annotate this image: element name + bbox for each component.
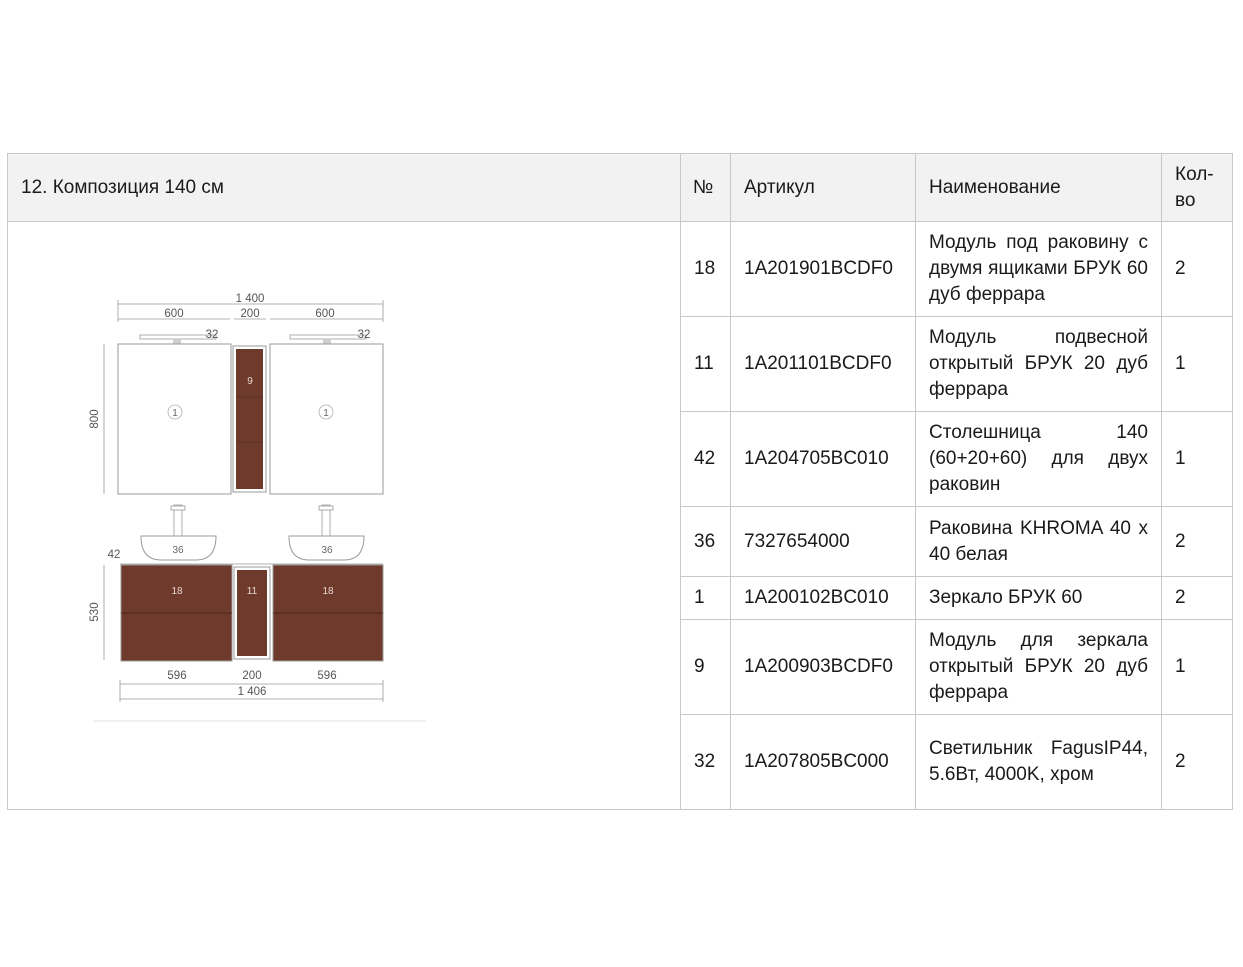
row-qty: 2	[1161, 713, 1233, 811]
row-name: Модуль для зеркала открытый БРУК 20 дуб …	[915, 618, 1162, 715]
mark-shelf-top: 9	[247, 376, 253, 387]
dim-mirror-left: 600	[164, 308, 183, 320]
furniture-drawing: 1 400 600 200 600 32 32 800 42 530 596 2…	[89, 293, 426, 722]
row-number: 9	[680, 618, 731, 715]
mark-base-right: 18	[322, 586, 334, 597]
sink-right-shape	[288, 535, 365, 561]
table-row: 1 400 600 200 600 32 32 800 42 530 596 2…	[7, 220, 1233, 810]
dim-shelf-top: 200	[240, 308, 259, 320]
composition-title: 12. Композиция 140 см	[7, 153, 681, 222]
row-number: 42	[680, 411, 731, 508]
row-number: 18	[680, 220, 731, 318]
row-number: 11	[680, 316, 731, 413]
dim-total-top: 1 400	[236, 293, 265, 305]
row-name: Зеркало БРУК 60	[915, 575, 1162, 620]
base-mid-shape	[237, 570, 267, 656]
row-qty: 1	[1161, 316, 1233, 413]
row-article: 7327654000	[730, 506, 916, 577]
mark-mirror-left: 1	[172, 408, 178, 419]
row-name: Столешница 140 (60+20+60) для двух раков…	[915, 411, 1162, 508]
header-qty: Кол-во	[1161, 153, 1233, 222]
row-name: Раковина KHROMA 40 x 40 белая	[915, 506, 1162, 577]
row-article: 1A200102BC010	[730, 575, 916, 620]
mark-base-left: 18	[171, 586, 183, 597]
table-row: 1 1A200102BC010 Зеркало БРУК 60 2	[8, 575, 1233, 620]
composition-drawing: 1 400 600 200 600 32 32 800 42 530 596 2…	[8, 222, 680, 809]
dim-base-mid: 200	[242, 670, 261, 682]
dim-mirror-right: 600	[315, 308, 334, 320]
dim-height-top: 800	[89, 409, 101, 428]
header-number: №	[680, 153, 731, 222]
row-article: 1A201101BCDF0	[730, 316, 916, 413]
row-qty: 2	[1161, 220, 1233, 318]
row-article: 1A200903BCDF0	[730, 618, 916, 715]
lamp-left-shape	[139, 334, 217, 345]
dim-base-left: 596	[167, 670, 186, 682]
composition-table: 12. Композиция 140 см № Артикул Наименов…	[7, 153, 1233, 811]
dim-base-right: 596	[317, 670, 336, 682]
row-number: 32	[680, 713, 731, 811]
dim-lamp-left: 32	[206, 329, 219, 341]
table-row: 36 7327654000 Раковина KHROMA 40 x 40 бе…	[8, 506, 1233, 577]
row-qty: 1	[1161, 411, 1233, 508]
row-name: Светильник FagusIP44, 5.6Вт, 4000K, хром	[915, 713, 1162, 811]
header-article: Артикул	[730, 153, 916, 222]
row-name: Модуль под раковину с двумя ящиками БРУК…	[915, 220, 1162, 318]
faucet-right-shape	[318, 504, 334, 539]
table-row: 9 1A200903BCDF0 Модуль для зеркала откры…	[8, 618, 1233, 715]
faucet-left-shape	[170, 504, 186, 539]
row-qty: 2	[1161, 506, 1233, 577]
header-row: 12. Композиция 140 см № Артикул Наименов…	[7, 153, 1233, 222]
table-row: 11 1A201101BCDF0 Модуль подвесной открыт…	[8, 316, 1233, 413]
composition-drawing-cell: 1 400 600 200 600 32 32 800 42 530 596 2…	[7, 221, 681, 810]
shelf-top-shape	[236, 349, 263, 489]
dim-top-thickness: 42	[108, 549, 121, 561]
row-article: 1A201901BCDF0	[730, 220, 916, 318]
mark-mirror-right: 1	[323, 408, 329, 419]
sink-left-shape	[140, 535, 217, 561]
row-number: 36	[680, 506, 731, 577]
dim-height-bottom: 530	[89, 602, 101, 621]
row-name: Модуль подвесной открытый БРУК 20 дуб фе…	[915, 316, 1162, 413]
row-number: 1	[680, 575, 731, 620]
lamp-right-shape	[289, 334, 367, 345]
row-article: 1A207805BC000	[730, 713, 916, 811]
mark-base-mid: 11	[247, 586, 258, 597]
mark-sink-right: 36	[321, 545, 333, 556]
row-qty: 2	[1161, 575, 1233, 620]
row-article: 1A204705BC010	[730, 411, 916, 508]
row-qty: 1	[1161, 618, 1233, 715]
table-row: 42 1A204705BC010 Столешница 140 (60+20+6…	[8, 411, 1233, 508]
mark-sink-left: 36	[172, 545, 184, 556]
dim-lamp-right: 32	[358, 329, 371, 341]
table-row: 32 1A207805BC000 Светильник FagusIP44, 5…	[8, 713, 1233, 811]
dim-total-bottom: 1 406	[238, 686, 267, 698]
header-name: Наименование	[915, 153, 1162, 222]
